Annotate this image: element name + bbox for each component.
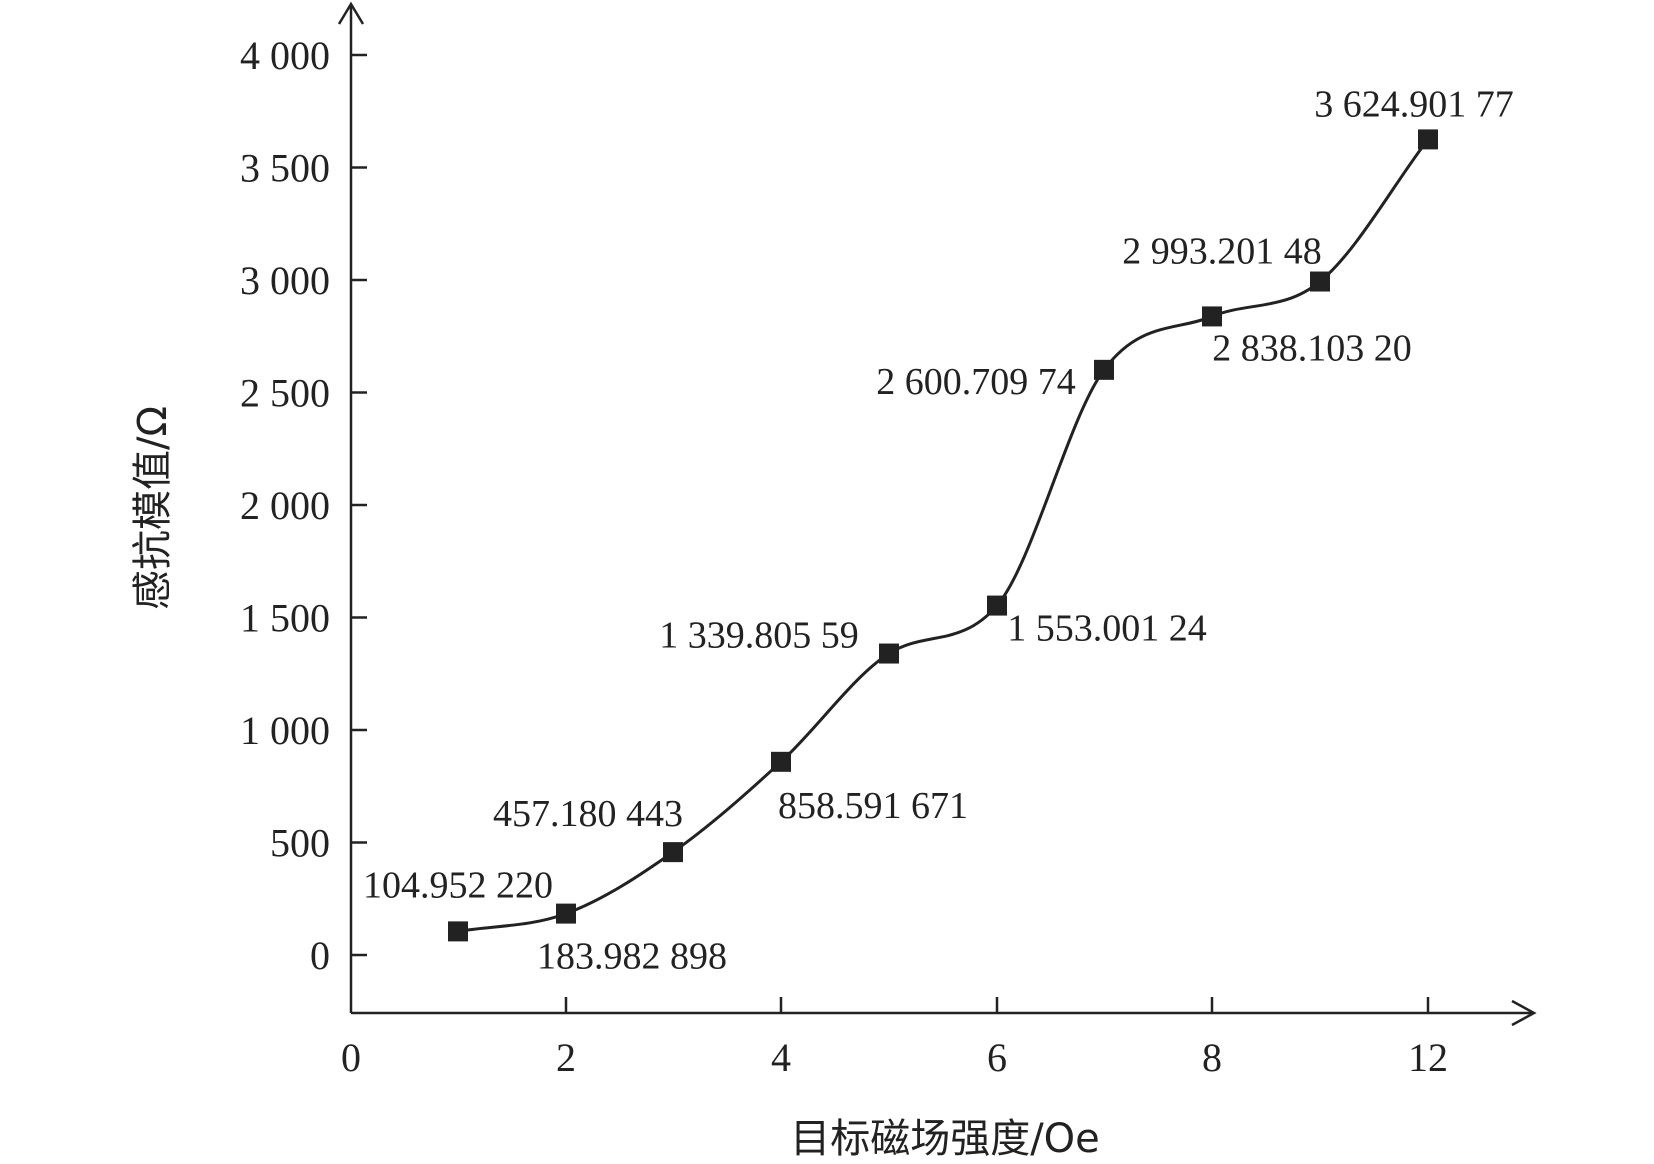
data-point-label: 104.952 220 <box>363 864 553 906</box>
data-point-marker <box>1202 306 1222 327</box>
data-point-label: 2 600.709 74 <box>876 361 1076 403</box>
data-point-marker <box>771 751 791 772</box>
y-axis-arrow <box>337 1 365 25</box>
y-tick-label: 4 000 <box>240 33 330 78</box>
data-point-marker <box>663 842 683 863</box>
data-label-group: 104.952 220 183.982 898 457.180 443 858.591… <box>363 83 1514 977</box>
x-axis-title: 目标磁场强度/Oe <box>790 1116 1100 1162</box>
data-point-label: 1 339.805 59 <box>659 615 859 657</box>
data-point-marker <box>879 643 899 664</box>
data-point-marker <box>987 595 1007 616</box>
data-point-label: 2 993.201 48 <box>1122 231 1322 273</box>
y-axis: 0 500 1 000 1 500 2 000 2 500 3 000 3 500 4 000 <box>240 1 367 1013</box>
x-tick-label: 12 <box>1408 1035 1448 1080</box>
data-point-label: 3 624.901 77 <box>1314 83 1514 125</box>
x-tick-label: 8 <box>1202 1035 1222 1080</box>
x-tick-label: 6 <box>987 1035 1007 1080</box>
data-point-marker <box>556 903 576 924</box>
data-point-label: 1 553.001 24 <box>1007 608 1207 650</box>
y-tick-label: 0 <box>310 933 330 978</box>
series-line <box>457 138 1430 933</box>
data-point-marker <box>1094 359 1114 380</box>
y-axis-title: 感抗模值/Ω <box>130 406 176 610</box>
x-axis-arrow <box>1511 999 1537 1027</box>
data-point-label: 2 838.103 20 <box>1212 327 1412 369</box>
marker-group <box>448 129 1438 942</box>
x-tick-label: 0 <box>341 1035 361 1080</box>
y-tick-label: 500 <box>270 821 330 866</box>
y-tick-label: 1 000 <box>240 708 330 753</box>
data-point-marker <box>1418 129 1438 150</box>
data-point-label: 457.180 443 <box>493 793 683 835</box>
y-tick-label: 2 000 <box>240 483 330 528</box>
x-tick-label: 2 <box>556 1035 576 1080</box>
data-point-label: 183.982 898 <box>537 936 727 978</box>
y-tick-label: 1 500 <box>240 596 330 641</box>
y-tick-label: 2 500 <box>240 371 330 416</box>
x-tick-label: 4 <box>771 1035 791 1080</box>
y-tick-label: 3 500 <box>240 146 330 191</box>
y-tick-label: 3 000 <box>240 258 330 303</box>
x-axis: 0 2 4 6 8 12 <box>341 997 1537 1080</box>
data-point-marker <box>1310 271 1330 292</box>
data-point-marker <box>448 921 468 942</box>
x-tick-group: 0 2 4 6 8 12 <box>341 997 1448 1080</box>
y-tick-group: 0 500 1 000 1 500 2 000 2 500 3 000 3 500 4 000 <box>240 33 367 978</box>
data-point-label: 858.591 671 <box>778 785 968 827</box>
